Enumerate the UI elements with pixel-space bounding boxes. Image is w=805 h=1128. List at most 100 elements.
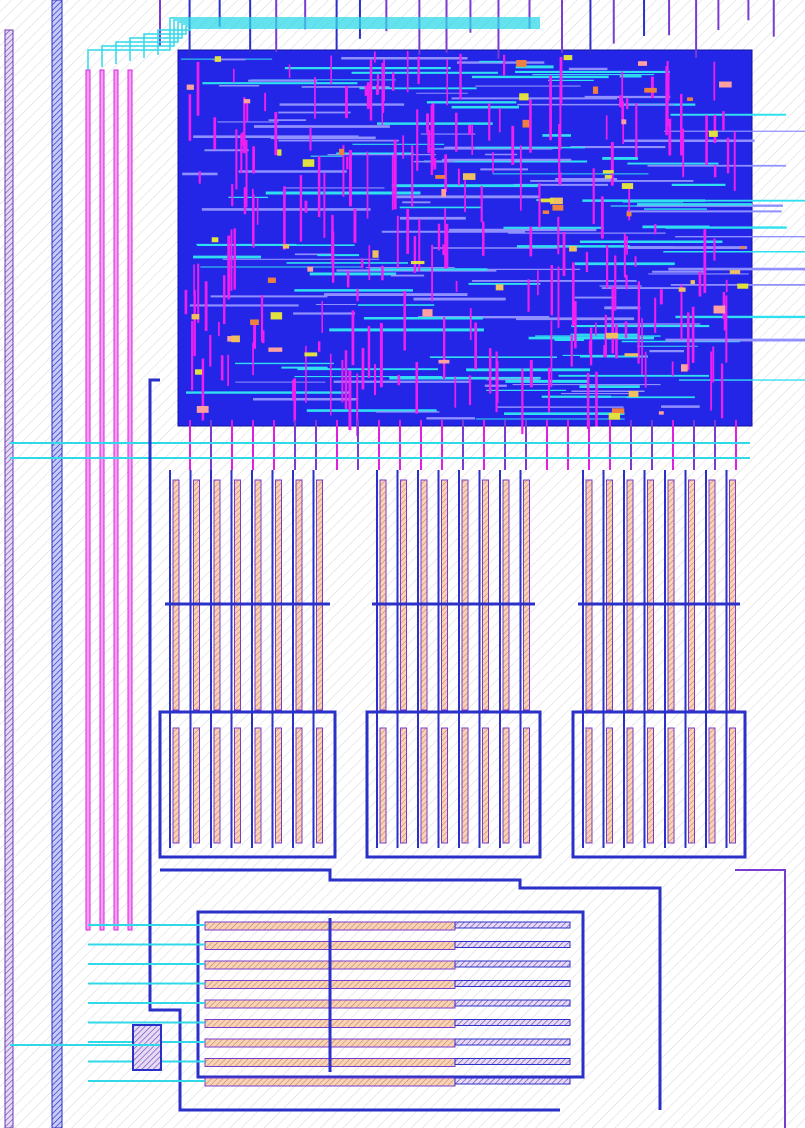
cell (563, 55, 573, 61)
cell (611, 408, 625, 414)
cap-frame (196, 910, 585, 1079)
device-top (523, 479, 530, 711)
cyan-route (87, 17, 540, 70)
device-top (482, 479, 489, 711)
resistor-r (454, 999, 571, 1007)
cell (569, 245, 577, 252)
cell (422, 309, 433, 317)
cell (338, 148, 345, 156)
device-bot (295, 727, 303, 844)
power-rail (51, 0, 63, 1128)
cell (541, 198, 554, 203)
cell (549, 197, 563, 205)
cell (628, 390, 639, 397)
cell (463, 173, 476, 180)
cell (304, 352, 318, 357)
cell (637, 61, 648, 66)
device-bot (482, 727, 489, 844)
resistor-r (454, 980, 571, 987)
device-bot (626, 727, 634, 844)
device-bot (585, 727, 593, 844)
cell (604, 175, 612, 179)
device-top (585, 479, 593, 711)
cell (267, 277, 276, 283)
cell (680, 364, 688, 372)
device-bot (400, 727, 407, 844)
cell (410, 260, 425, 265)
cell (621, 183, 634, 189)
device-bot (213, 727, 221, 844)
cell (624, 353, 639, 357)
cell (678, 287, 686, 292)
resistor-r (454, 1058, 571, 1065)
device-top (316, 479, 323, 711)
cell (644, 87, 657, 93)
device-bot (523, 727, 530, 844)
route (148, 378, 560, 1112)
device-top (626, 479, 634, 711)
device-bot (234, 727, 241, 844)
resistor-r (454, 1077, 571, 1085)
device-top (647, 479, 654, 711)
device-bot (729, 727, 736, 844)
cell (605, 332, 619, 339)
cell (441, 189, 446, 197)
device-top (400, 479, 407, 711)
route (160, 868, 662, 1110)
array-frame (571, 710, 747, 859)
device-top (441, 479, 448, 711)
cell (231, 335, 240, 343)
cell (621, 119, 627, 125)
resistor-r (454, 960, 571, 968)
device-bot (647, 727, 654, 844)
cell (516, 59, 527, 67)
cyan-route (157, 27, 540, 55)
cyan-route (129, 23, 540, 61)
device-bot (441, 727, 448, 844)
long-wire (127, 69, 133, 931)
device-bot (316, 727, 323, 844)
device-bot (502, 727, 510, 844)
device-bot (172, 727, 180, 844)
device-bot (461, 727, 469, 844)
device-top (461, 479, 469, 711)
device-bot (254, 727, 262, 844)
cell (626, 211, 632, 217)
device-top (708, 479, 716, 711)
resistor (204, 1077, 456, 1087)
cell (602, 170, 614, 174)
cell (282, 244, 290, 249)
cell (268, 347, 283, 352)
device-top (234, 479, 241, 711)
cell (191, 314, 200, 320)
cell (740, 245, 745, 250)
device-bot (688, 727, 695, 844)
cell (214, 56, 222, 62)
device-top (420, 479, 428, 711)
device-top (295, 479, 303, 711)
device-top (379, 479, 387, 711)
device-bot (606, 727, 613, 844)
device-bot (193, 727, 200, 844)
device-top (729, 479, 736, 711)
cell (277, 149, 282, 156)
cyan-route (143, 25, 540, 58)
cell (658, 411, 664, 415)
route (735, 869, 786, 1128)
device-top (172, 479, 180, 711)
device-top (688, 479, 695, 711)
array-frame (158, 710, 337, 859)
device-bot (667, 727, 675, 844)
cell (737, 283, 749, 289)
resistor-r (454, 1019, 571, 1026)
cell (708, 130, 718, 137)
small-cell (132, 1024, 162, 1071)
cell (372, 250, 379, 258)
cell (250, 319, 259, 326)
device-top (606, 479, 613, 711)
cell (713, 305, 726, 314)
cell (243, 99, 251, 104)
long-wire (85, 69, 91, 931)
cell (519, 93, 529, 101)
device-bot (708, 727, 716, 844)
